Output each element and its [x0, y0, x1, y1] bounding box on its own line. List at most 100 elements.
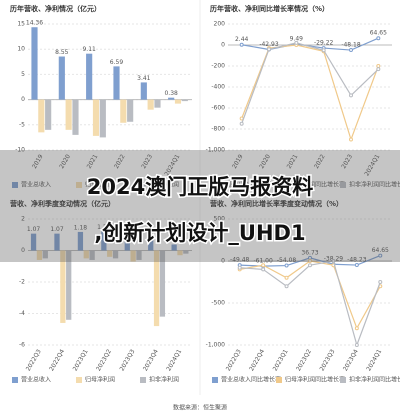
bar: [130, 250, 136, 262]
bar: [127, 99, 134, 122]
legend-swatch: [276, 377, 282, 383]
point: [378, 280, 383, 284]
y-tick-label: -5: [19, 121, 25, 128]
y-tick-label: 10: [17, 46, 25, 53]
data-label: 64.65: [372, 247, 389, 254]
data-label: 0.96: [121, 228, 135, 235]
bar: [60, 250, 66, 323]
legend-swatch: [340, 182, 346, 188]
bar: [174, 99, 182, 104]
data-label: 3.41: [137, 75, 151, 82]
y-tick-label: -200: [211, 63, 225, 70]
data-label: 1.21: [97, 224, 111, 231]
bar: [124, 235, 130, 251]
bar: [89, 250, 95, 260]
bar: [86, 53, 93, 100]
bar: [83, 250, 89, 259]
legend-swatch: [212, 182, 218, 188]
bar: [30, 233, 37, 251]
bar: [107, 250, 113, 257]
bar: [38, 99, 45, 133]
line: [241, 44, 379, 142]
legend-swatch: [76, 377, 82, 383]
y-tick-label: 0: [221, 258, 225, 265]
y-tick-label: 500: [214, 216, 226, 223]
data-label: -42.93: [259, 41, 279, 48]
point: [284, 275, 289, 280]
y-tick-label: -600: [211, 105, 225, 112]
data-label: 1.07: [50, 226, 64, 233]
data-label: 0.98: [144, 228, 158, 235]
bar: [171, 244, 177, 251]
overlay-line: ,创新计划设计_UHD1: [94, 221, 305, 245]
legend-label: 营业总收入同比增长率: [221, 376, 281, 384]
chart-title: 历年营收、净利情况（亿元）: [10, 4, 101, 13]
data-label: 1.18: [74, 224, 88, 231]
legend-label: 扣非净利润同比增长率: [349, 376, 400, 384]
legend-swatch: [12, 182, 18, 188]
bar: [54, 233, 60, 251]
y-tick-label: -10: [15, 147, 25, 154]
bar: [154, 99, 161, 108]
bar: [120, 99, 127, 123]
point: [331, 259, 336, 263]
point: [261, 263, 266, 268]
chart-title: 营收、净利季度变动情况（亿元）: [10, 199, 115, 208]
overlay-band: [0, 150, 400, 262]
bar: [183, 250, 189, 254]
point: [284, 284, 289, 289]
point: [239, 42, 244, 47]
legend-label: 扣非净利润: [149, 181, 179, 189]
point: [349, 137, 353, 142]
point: [376, 67, 381, 72]
bar: [177, 250, 183, 256]
point: [349, 48, 353, 53]
legend-label: 归母净利润同比增长率: [285, 181, 345, 189]
data-label: -49.48: [230, 257, 250, 264]
chart-title: 历年营收、净利同比增长率情况（%）: [210, 4, 329, 13]
bar: [31, 27, 38, 100]
legend-swatch: [340, 377, 346, 383]
legend-label: 归母净利润同比增长率: [285, 376, 345, 384]
legend-swatch: [212, 377, 218, 383]
legend-swatch: [76, 182, 82, 188]
data-label: 0.38: [167, 237, 181, 244]
y-tick-label: 0: [21, 96, 25, 103]
point: [284, 263, 289, 268]
bar: [168, 97, 175, 100]
point: [349, 93, 353, 98]
data-label: 14.36: [26, 20, 43, 27]
point: [321, 48, 326, 53]
bar: [112, 250, 119, 259]
legend-label: 归母净利润: [85, 181, 115, 189]
bar: [45, 99, 52, 130]
y-tick-label: 5: [21, 71, 25, 78]
data-label: 6.59: [110, 59, 124, 66]
data-label: 2.44: [235, 36, 249, 43]
bar: [58, 56, 65, 100]
data-label: 9.49: [290, 36, 304, 43]
bar: [66, 250, 72, 320]
data-label: -61.00: [253, 258, 273, 265]
legend-swatch: [12, 377, 18, 383]
point: [237, 265, 242, 270]
y-tick-label: 0: [221, 42, 225, 49]
legend-swatch: [140, 377, 146, 383]
legend-label: 营业总收入同比增长率: [221, 181, 281, 189]
bar: [159, 250, 166, 317]
point: [354, 343, 359, 347]
bar: [65, 99, 72, 130]
bar: [99, 99, 106, 138]
y-tick-label: -4: [19, 310, 25, 317]
y-tick-label: 200: [214, 21, 226, 28]
y-tick-label: -400: [211, 84, 225, 91]
point: [239, 121, 244, 126]
data-label: 36.73: [301, 249, 318, 256]
point: [354, 263, 359, 268]
data-label: 0.38: [164, 90, 178, 97]
legend-label: 扣非净利润同比增长率: [349, 181, 400, 189]
point: [354, 326, 359, 331]
bar: [77, 231, 84, 251]
legend-swatch: [276, 182, 282, 188]
